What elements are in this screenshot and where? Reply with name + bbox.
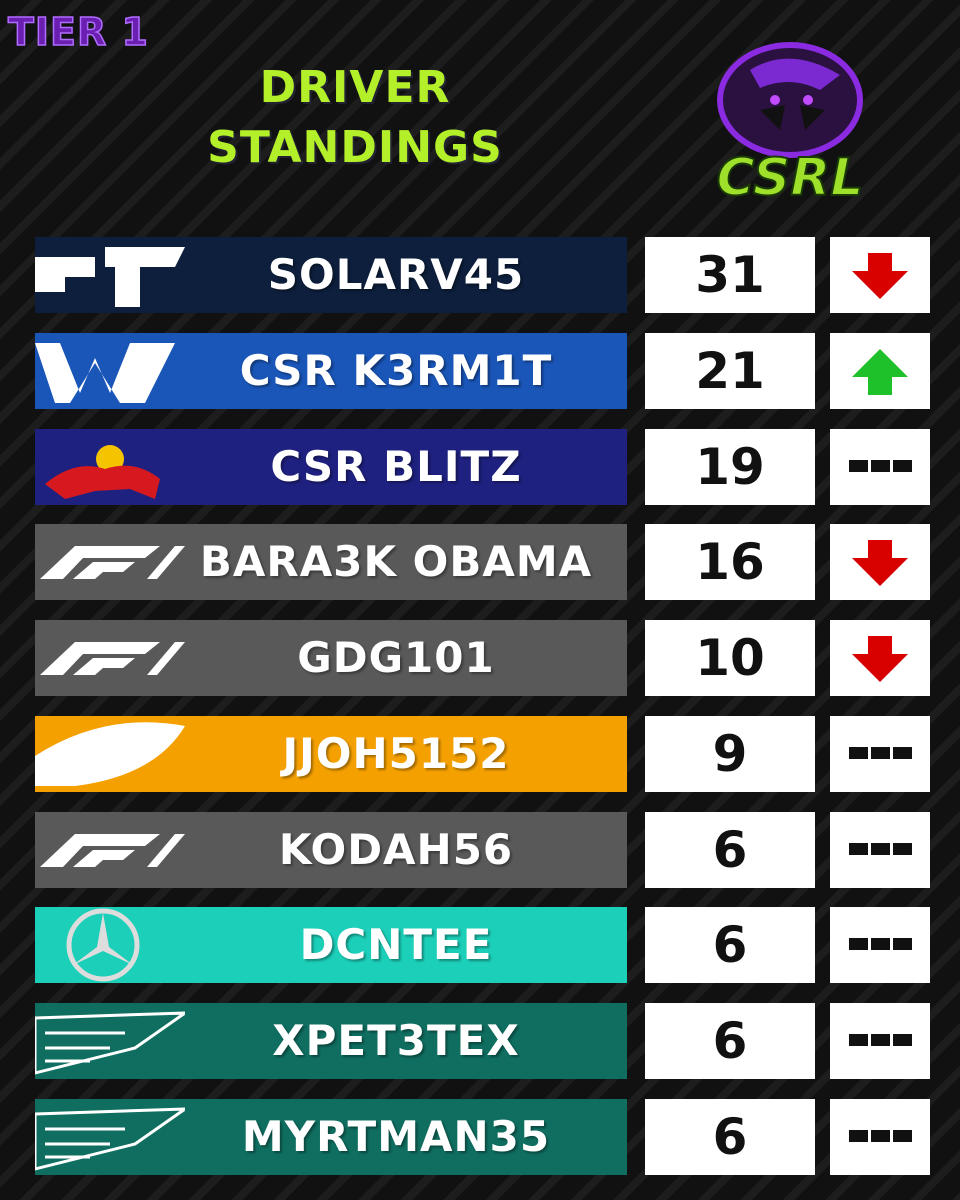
team-bar: XPET3TEX [35,1003,627,1079]
standing-row: DCNTEE 6 [0,907,960,983]
trend-down [830,524,930,600]
trend-same [830,1003,930,1079]
team-logo [35,343,175,403]
team-logo [35,722,185,786]
trend [830,524,930,600]
standing-row: GDG101 10 [0,620,960,696]
team-logo [35,812,185,888]
trend [830,333,930,409]
panther-emblem [717,42,863,158]
driver-name: CSR BLITZ [270,442,522,491]
team-logo [45,445,160,499]
trend [830,1099,930,1175]
team-logo [35,620,185,696]
points: 6 [645,907,815,983]
standing-row: CSR K3RM1T 21 [0,333,960,409]
points: 10 [645,620,815,696]
trend-down [830,237,930,313]
title: STANDINGS [207,122,503,173]
driver-name: JJOH5152 [282,729,510,778]
trend-up [830,333,930,409]
league-logo: CSRL [690,30,890,209]
driver-name: MYRTMAN35 [241,1112,551,1161]
team-logo [35,1011,185,1075]
standing-row: XPET3TEX 6 [0,1003,960,1079]
trend-same [830,812,930,888]
team-bar: CSR BLITZ [35,429,627,505]
points: 6 [645,1099,815,1175]
driver-name: CSR K3RM1T [239,346,553,395]
team-logo [35,1107,185,1171]
driver-name: SOLARV45 [267,250,525,299]
trend [830,237,930,313]
trend [830,429,930,505]
team-bar: KODAH56 [35,812,627,888]
standing-row: BARA3K OBAMA 16 [0,524,960,600]
points: 31 [645,237,815,313]
team-logo [35,524,185,600]
standing-row: MYRTMAN35 6 [0,1099,960,1175]
team-bar: CSR K3RM1T [35,333,627,409]
team-bar: GDG101 [35,620,627,696]
team-bar: JJOH5152 [35,716,627,792]
points: 21 [645,333,815,409]
team-bar: BARA3K OBAMA [35,524,627,600]
trend [830,620,930,696]
points: 19 [645,429,815,505]
trend-same [830,907,930,983]
driver-name: GDG101 [297,633,495,682]
trend [830,907,930,983]
logo-text: CSRL [716,147,865,209]
team-logo [66,908,140,982]
title: DRIVER [259,62,451,113]
driver-name: BARA3K OBAMA [199,537,593,586]
trend [830,812,930,888]
team-logo [35,247,185,307]
team-bar: SOLARV45 [35,237,627,313]
trend [830,1003,930,1079]
trend-down [830,620,930,696]
team-bar: MYRTMAN35 [35,1099,627,1175]
standing-row: JJOH5152 9 [0,716,960,792]
tier-label: TIER 1 [7,9,149,55]
standing-row: KODAH56 6 [0,812,960,888]
trend-same [830,716,930,792]
trend-same [830,1099,930,1175]
driver-name: KODAH56 [278,825,514,874]
points: 6 [645,812,815,888]
trend-same [830,429,930,505]
trend [830,716,930,792]
driver-name: XPET3TEX [272,1016,520,1065]
standing-row: CSR BLITZ 19 [0,429,960,505]
standing-row: SOLARV45 31 [0,237,960,313]
points: 16 [645,524,815,600]
points: 6 [645,1003,815,1079]
team-bar: DCNTEE [35,907,627,983]
points: 9 [645,716,815,792]
driver-name: DCNTEE [299,920,493,969]
